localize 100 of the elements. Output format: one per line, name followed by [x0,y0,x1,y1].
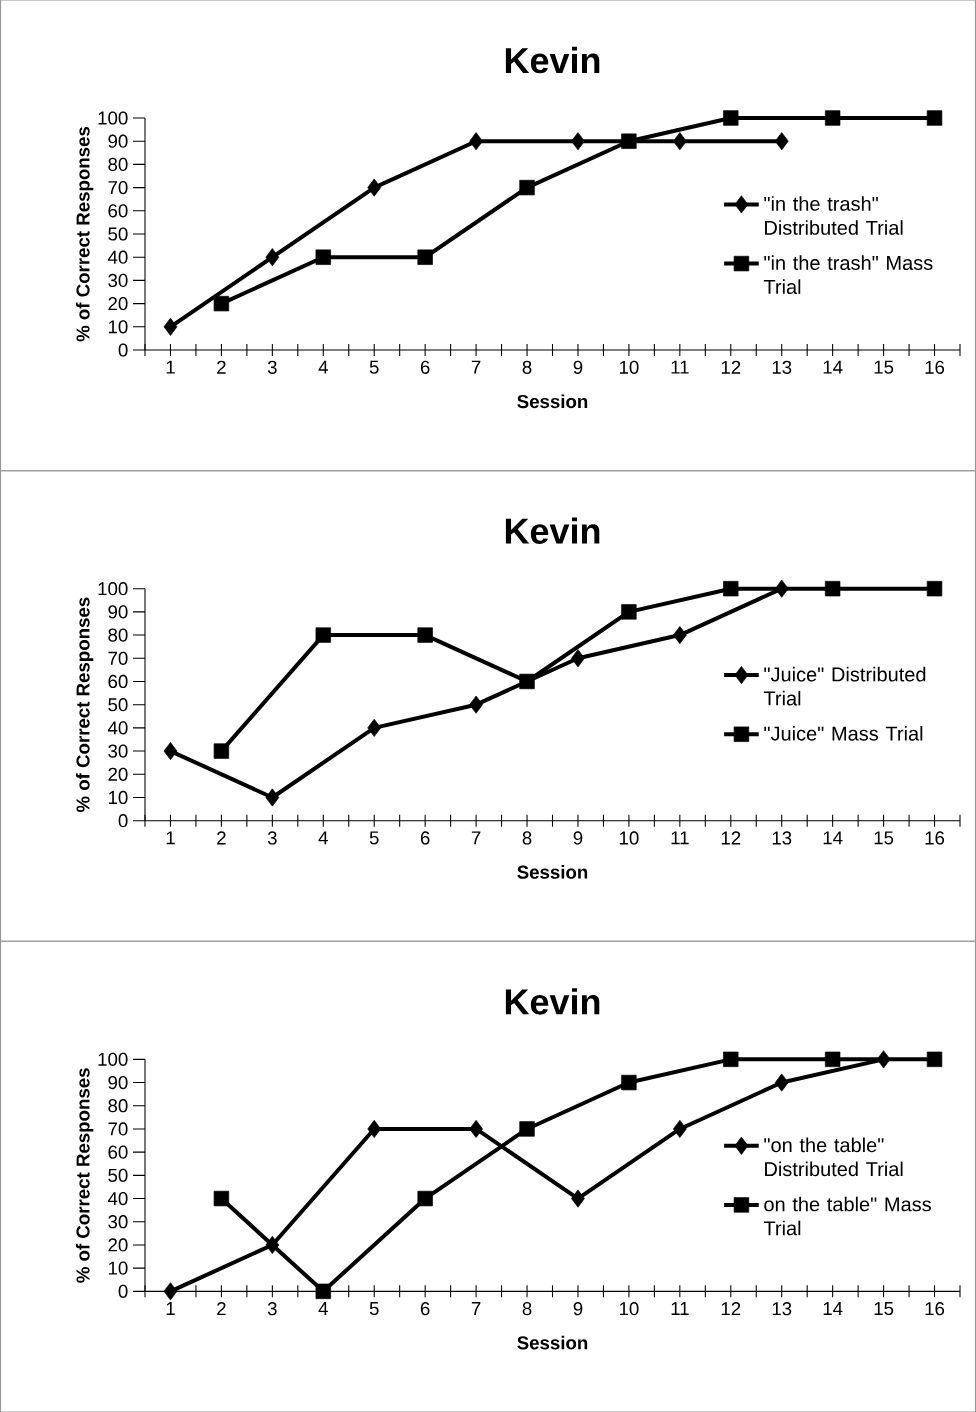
y-tick-label: 80 [108,1099,128,1113]
x-tick-label: 5 [369,360,379,374]
x-axis-title: Session [517,865,588,879]
point [519,1121,535,1137]
x-tick-label: 9 [573,360,583,374]
point [315,249,331,265]
y-axis-title: % of Correct Responses [75,597,94,813]
chart-title: Kevin [505,988,600,1015]
y-tick-label: 30 [108,1215,128,1229]
y-tick-label: 10 [108,1261,128,1275]
point [824,110,841,126]
y-tick-label: 10 [108,790,128,805]
y-tick-label: 50 [108,698,128,712]
point [469,132,483,151]
point [213,743,230,759]
point [213,1190,230,1207]
point [774,1073,789,1092]
point [519,179,535,196]
x-tick-label: 15 [874,360,894,374]
point [417,627,433,643]
point [469,695,483,714]
point [723,110,739,126]
x-tick-label: 13 [772,831,792,845]
y-tick-label: 80 [108,157,128,172]
x-axis-title: Session [517,1335,588,1350]
x-tick-label: 14 [823,360,843,374]
chart-title: Kevin [505,517,600,544]
legend-label: "Juice" Distributed Trial [763,666,926,706]
point [926,581,943,597]
x-tick-label: 16 [925,1302,945,1316]
x-tick-label: 10 [619,831,639,845]
x-tick-label: 15 [874,1302,894,1316]
y-tick-label: 50 [108,227,128,241]
x-tick-label: 9 [573,831,583,845]
y-tick-label: 10 [108,320,128,334]
point [469,1119,483,1138]
y-axis-title: % of Correct Responses [75,1068,94,1283]
x-tick-label: 2 [217,831,226,845]
x-tick-label: 14 [823,1302,843,1315]
x-tick-label: 14 [823,831,843,845]
y-tick-label: 30 [108,273,128,288]
x-tick-label: 3 [267,1302,277,1316]
x-tick-label: 15 [874,831,894,845]
point [519,673,535,690]
x-tick-label: 11 [671,831,689,845]
x-tick-label: 4 [318,1302,328,1315]
y-axis-title: % of Correct Responses [75,126,94,342]
point [673,132,687,151]
x-tick-label: 7 [471,831,481,845]
point [824,1051,841,1068]
legend-label: "Juice" Mass Trial [764,726,923,741]
y-tick-label: 20 [108,296,128,311]
legend-label: "in the trash" Mass Trial [763,255,933,295]
y-tick-label: 40 [107,1191,128,1206]
x-tick-label: 2 [217,1302,226,1316]
point [367,1119,382,1138]
x-tick-label: 5 [369,831,379,845]
point [163,1282,178,1301]
x-tick-label: 10 [619,360,639,374]
point [571,132,585,151]
point [367,718,382,737]
y-tick-label: 70 [108,1122,128,1136]
chart-title: Kevin [505,46,600,74]
point [571,1189,585,1208]
x-tick-label: 4 [318,360,328,374]
y-tick-label: 70 [108,180,128,195]
point [926,1051,943,1068]
x-tick-label: 13 [772,360,792,374]
point [265,788,280,807]
x-tick-label: 1 [166,1302,175,1315]
point [621,1074,637,1091]
point [926,110,943,126]
y-tick-label: 20 [108,767,128,781]
y-tick-label: 0 [118,814,128,828]
x-tick-label: 3 [267,831,277,845]
x-tick-label: 12 [721,360,741,374]
point [723,581,739,597]
point [673,1119,687,1138]
x-tick-label: 6 [420,1302,430,1316]
x-tick-label: 1 [166,360,175,374]
x-tick-label: 7 [471,360,481,374]
point [571,649,585,668]
y-tick-label: 90 [108,1075,128,1090]
point [265,248,280,267]
point [621,133,637,149]
x-tick-label: 4 [318,831,328,845]
y-tick-label: 90 [108,134,128,148]
y-tick-label: 0 [118,343,128,357]
x-tick-label: 10 [619,1302,639,1316]
x-tick-label: 11 [671,1302,689,1315]
x-tick-label: 6 [420,360,430,374]
x-tick-label: 8 [522,1302,532,1316]
y-tick-label: 60 [108,204,128,218]
x-tick-label: 11 [671,360,689,374]
y-tick-label: 20 [108,1238,128,1252]
point [315,627,331,643]
legend-label: on the table" Mass Trial [763,1196,931,1236]
x-tick-label: 16 [925,360,945,374]
x-tick-label: 6 [420,831,430,845]
y-tick-label: 60 [108,674,128,689]
